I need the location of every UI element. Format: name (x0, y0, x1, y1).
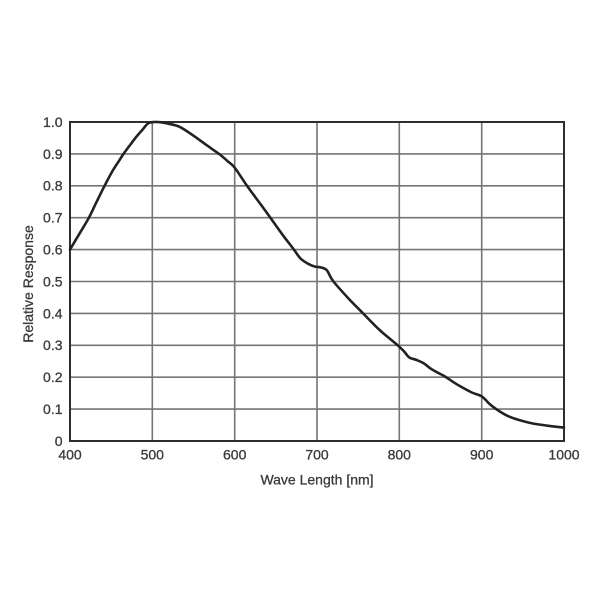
svg-text:0: 0 (55, 433, 63, 449)
svg-text:700: 700 (305, 447, 329, 463)
svg-text:800: 800 (388, 447, 412, 463)
svg-text:0.8: 0.8 (43, 178, 63, 194)
svg-text:1000: 1000 (548, 447, 579, 463)
svg-text:600: 600 (223, 447, 247, 463)
svg-text:500: 500 (141, 447, 165, 463)
svg-text:1.0: 1.0 (43, 114, 63, 130)
svg-text:400: 400 (58, 447, 82, 463)
svg-text:0.9: 0.9 (43, 146, 63, 162)
svg-text:0.1: 0.1 (43, 401, 63, 417)
svg-text:0.7: 0.7 (43, 210, 63, 226)
svg-text:0.5: 0.5 (43, 273, 63, 289)
svg-text:Relative Response: Relative Response (20, 225, 36, 343)
svg-text:0.3: 0.3 (43, 337, 63, 353)
svg-text:900: 900 (470, 447, 494, 463)
svg-text:0.4: 0.4 (43, 305, 63, 321)
svg-text:0.2: 0.2 (43, 369, 63, 385)
svg-text:Wave Length [nm]: Wave Length [nm] (260, 472, 373, 488)
svg-text:0.6: 0.6 (43, 242, 63, 258)
